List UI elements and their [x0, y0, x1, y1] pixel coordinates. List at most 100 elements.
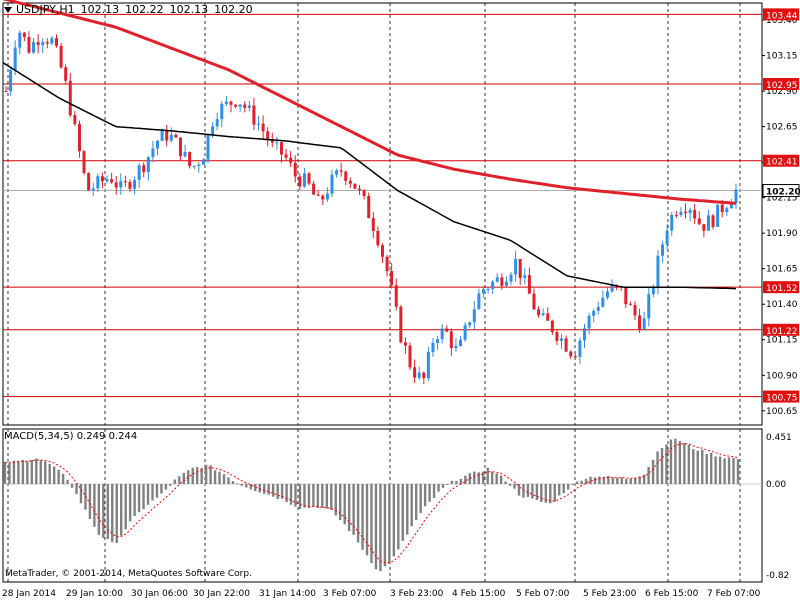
macd-bar [70, 484, 74, 488]
price-axis-label: 101.40 [766, 300, 798, 310]
symbol-label: USDJPY,H1 [16, 3, 75, 16]
candle [651, 284, 655, 298]
candle-body [266, 131, 270, 141]
candle [693, 203, 697, 224]
ma-fast-line [2, 0, 737, 205]
macd-bar [629, 478, 632, 484]
candle [82, 150, 86, 175]
candle [119, 173, 123, 195]
macd-bar [553, 484, 556, 502]
candle-body [4, 91, 8, 93]
candle [289, 151, 293, 168]
macd-bar [312, 484, 315, 507]
macd-bar [593, 477, 597, 484]
macd-bar [723, 458, 726, 484]
candle [257, 115, 261, 131]
macd-bar [674, 438, 677, 484]
candle-body [289, 157, 293, 163]
macd-bar [714, 456, 717, 484]
candle-body [133, 179, 137, 189]
candle-body [601, 297, 605, 307]
candle [468, 321, 472, 329]
candle [50, 35, 54, 46]
candle [192, 165, 196, 170]
price-axis-label: 102.90 [766, 87, 798, 97]
candle [477, 288, 481, 310]
candle [344, 170, 348, 186]
candle-body [206, 134, 210, 160]
macd-bar [191, 467, 194, 484]
candle-body [64, 67, 68, 81]
candle [110, 172, 114, 184]
candle [573, 353, 577, 358]
candle [201, 158, 205, 165]
candle-body [647, 294, 651, 319]
candle-body [50, 38, 54, 44]
macd-bar [155, 484, 159, 498]
candle-body [9, 70, 13, 92]
candle-body [335, 170, 339, 175]
candle-body [481, 289, 485, 294]
candle [293, 155, 297, 183]
macd-bar [575, 481, 579, 484]
candle-body [693, 209, 697, 219]
candle [41, 38, 45, 54]
candle-body [472, 309, 476, 323]
macd-bar [343, 484, 346, 525]
candle [123, 175, 127, 187]
candle [27, 31, 31, 54]
candle [527, 267, 531, 294]
candle-body [367, 195, 371, 219]
macd-bar [432, 484, 436, 499]
candle [36, 34, 40, 54]
candle [491, 279, 495, 294]
candle-body [587, 315, 591, 329]
time-axis-label: 5 Feb 07:00 [516, 589, 570, 599]
candle [697, 211, 701, 226]
macd-bar [173, 479, 177, 484]
candle-body [638, 315, 642, 330]
macd-bar [678, 441, 682, 484]
macd-signal-line [4, 443, 739, 564]
candle [578, 337, 582, 364]
candle-body [298, 176, 302, 187]
macd-bar [204, 464, 208, 484]
candle [91, 182, 95, 196]
candle [367, 192, 371, 219]
macd-bar [651, 459, 655, 484]
macd-bar [495, 473, 498, 484]
candle-body [18, 32, 22, 48]
dropdown-arrow-icon[interactable] [4, 7, 12, 13]
candle [302, 167, 306, 188]
candle-body [651, 287, 655, 295]
close-value: 102.20 [214, 3, 253, 16]
price-axis-label: 100.65 [766, 407, 798, 417]
macd-bar [392, 484, 396, 557]
macd-bar [642, 474, 646, 484]
macd-bar [736, 459, 740, 484]
macd-bar [200, 467, 203, 484]
candle [45, 38, 49, 49]
macd-bar [441, 484, 445, 488]
candle [449, 328, 453, 356]
time-axis-label: 5 Feb 23:00 [583, 589, 637, 599]
macd-bar [423, 484, 427, 507]
level-label-bg [763, 323, 799, 336]
macd-bar [249, 484, 253, 490]
candle-body [716, 204, 720, 227]
candle [596, 301, 600, 315]
macd-bar [236, 483, 239, 485]
macd-bar [48, 464, 51, 484]
open-value: 102.13 [80, 3, 120, 16]
candle [312, 180, 316, 195]
macd-bar [683, 442, 686, 484]
candle [463, 322, 467, 342]
candle-body [41, 41, 45, 46]
candle-body [13, 47, 17, 71]
candle-body [247, 105, 251, 108]
candle-body [197, 164, 201, 166]
candle [59, 43, 63, 69]
candle-body [440, 328, 444, 340]
price-axis-label: 102.65 [766, 123, 798, 133]
